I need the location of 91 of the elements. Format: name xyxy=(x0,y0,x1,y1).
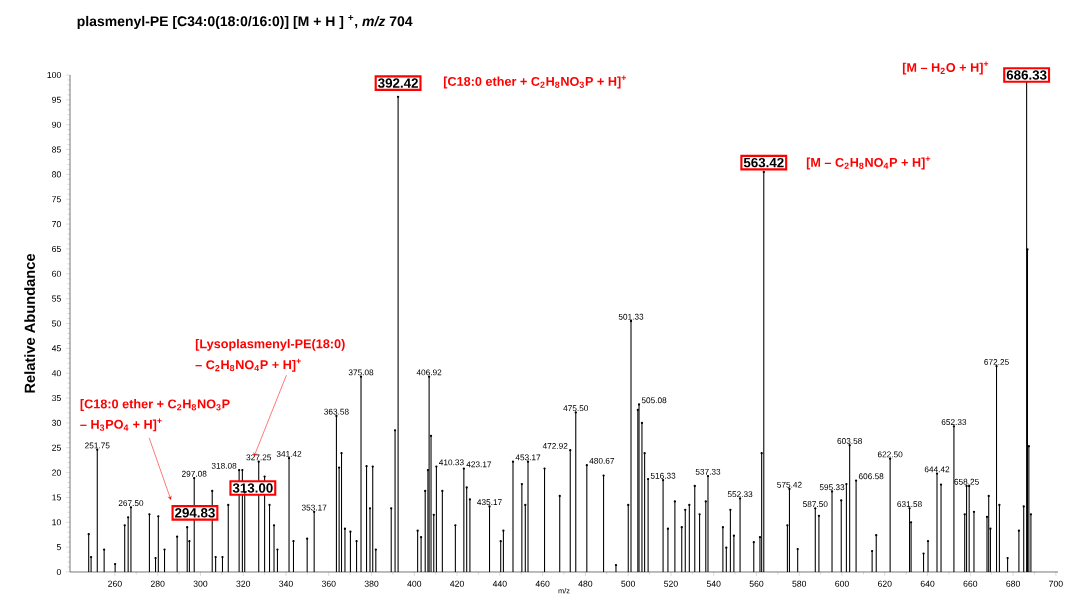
annotation: 603.58 xyxy=(837,438,862,444)
annotation: 505.08 xyxy=(641,397,667,404)
y-tick-label: 25 xyxy=(52,444,61,451)
annotation: 595.33 xyxy=(819,484,845,491)
annotation: 375.08 xyxy=(348,369,374,376)
annotation: 297.08 xyxy=(181,470,207,477)
y-tick-label: 0 xyxy=(56,568,61,576)
y-tick-label: 5 xyxy=(56,544,61,551)
annotation: 516.33 xyxy=(650,472,676,479)
x-tick-label: 320 xyxy=(236,580,251,587)
x-tick-label: 420 xyxy=(450,580,464,587)
x-tick-label: 400 xyxy=(407,580,422,587)
annotation: 501.33 xyxy=(618,313,644,320)
annotation: [C18:0 ether + C$_{2}$H$_{8}$NO$_{3}$P + H]$^{+}$ xyxy=(443,75,627,89)
y-tick-label: 35 xyxy=(51,394,61,402)
annotation: 406.92 xyxy=(416,369,442,376)
x-tick-label: 540 xyxy=(706,580,721,587)
x-tick-label: 460 xyxy=(535,580,550,587)
annotation: 435.17 xyxy=(477,499,502,506)
x-tick-label: 700 xyxy=(1049,580,1063,587)
annotation: 537.33 xyxy=(695,468,721,475)
x-tick-label: 340 xyxy=(279,580,293,587)
annotation: 606.58 xyxy=(858,473,884,480)
annotation: 658.25 xyxy=(954,478,979,485)
y-tick-label: 70 xyxy=(52,221,61,228)
x-tick-label: 360 xyxy=(321,580,336,587)
annotation: 313.00 xyxy=(232,483,273,493)
annotation: 631.58 xyxy=(897,501,922,508)
annotation: 552.33 xyxy=(727,491,753,498)
y-tick-label: 30 xyxy=(51,419,61,426)
x-tick-label: 380 xyxy=(364,580,379,587)
x-tick-label: 580 xyxy=(792,580,807,587)
y-tick-label: 85 xyxy=(52,146,61,153)
annotation: 353.17 xyxy=(301,504,327,511)
text: [M – H$_{2}$O + H]$^{+}$ xyxy=(902,61,989,75)
y-tick-label: 40 xyxy=(51,370,61,377)
annotation: 453.17 xyxy=(515,454,541,461)
y-tick-label: 10 xyxy=(52,519,61,526)
x-tick-label: 680 xyxy=(1006,580,1020,587)
annotation: 475.50 xyxy=(563,405,589,412)
chart-title: plasmenyl-PE [C34:0(18:0/16:0)] [M + H ] $^{+}$, m/z 704 xyxy=(77,15,413,29)
annotation: [C18:0 ether + C$_{2}$H$_{8}$NO$_{3}$P xyxy=(80,399,230,411)
y-tick-label: 65 xyxy=(52,245,61,252)
y-tick-label: 15 xyxy=(52,494,61,501)
annotation: 672.25 xyxy=(984,359,1009,365)
y-axis-title: Relative Abundance xyxy=(24,253,36,393)
y-tick-label: 100 xyxy=(47,71,61,79)
y-tick-label: 20 xyxy=(52,469,61,476)
annotation: 267.50 xyxy=(118,500,144,507)
annotation: – C$_{2}$H$_{8}$NO$_{4}$P + H]$^{+}$ xyxy=(195,358,301,372)
y-tick-label: 80 xyxy=(52,171,61,178)
y-tick-label: 55 xyxy=(52,295,61,302)
annotation: 472.92 xyxy=(542,443,568,449)
annotation: 327.25 xyxy=(246,454,272,461)
annotation: 563.42 xyxy=(743,157,784,168)
x-tick-label: 520 xyxy=(664,580,678,587)
x-tick-label: 300 xyxy=(193,580,208,587)
x-tick-label: 280 xyxy=(150,580,165,587)
x-tick-label: 600 xyxy=(835,580,849,587)
annotation: [Lysoplasmenyl-PE(18:0) xyxy=(195,338,345,351)
annotation: – H$_{3}$PO$_{4}$ + H]$^{+}$ xyxy=(80,418,162,432)
x-tick-label: 480 xyxy=(578,580,593,587)
x-tick-label: 620 xyxy=(877,580,892,587)
annotation: 294.83 xyxy=(175,508,215,518)
x-tick-label: 500 xyxy=(621,580,636,587)
x-tick-label: 440 xyxy=(492,580,507,587)
annotation: 587.50 xyxy=(802,501,828,508)
annotation: 318.08 xyxy=(211,462,237,469)
annotation: 480.67 xyxy=(589,457,615,464)
annotation: 644.42 xyxy=(924,466,950,473)
x-tick-label: 660 xyxy=(963,580,978,587)
annotation: 251.75 xyxy=(85,442,110,449)
annotation: 622.50 xyxy=(877,451,903,458)
annotation: 341.42 xyxy=(276,450,302,457)
x-tick-label: 640 xyxy=(920,580,935,587)
x-tick-label: 560 xyxy=(749,580,764,587)
x-tick-label: 260 xyxy=(108,580,122,587)
annotation: 652.33 xyxy=(941,419,967,426)
y-tick-label: 95 xyxy=(52,96,61,103)
annotation: 363.58 xyxy=(324,408,349,415)
annotation: [M – C$_{2}$H$_{8}$NO$_{4}$P + H]$^{+}$ xyxy=(806,156,931,170)
y-tick-label: 90 xyxy=(52,121,61,128)
y-tick-label: 75 xyxy=(52,196,61,203)
annotation: 410.33 xyxy=(438,459,464,466)
annotation: 423.17 xyxy=(466,461,492,468)
y-tick-label: 45 xyxy=(51,345,61,352)
y-tick-label: 60 xyxy=(52,270,61,277)
annotation: 686.33 xyxy=(1006,70,1047,80)
annotation: 392.42 xyxy=(378,78,418,88)
annotation: 575.42 xyxy=(777,481,802,488)
y-tick-label: 50 xyxy=(52,320,61,327)
